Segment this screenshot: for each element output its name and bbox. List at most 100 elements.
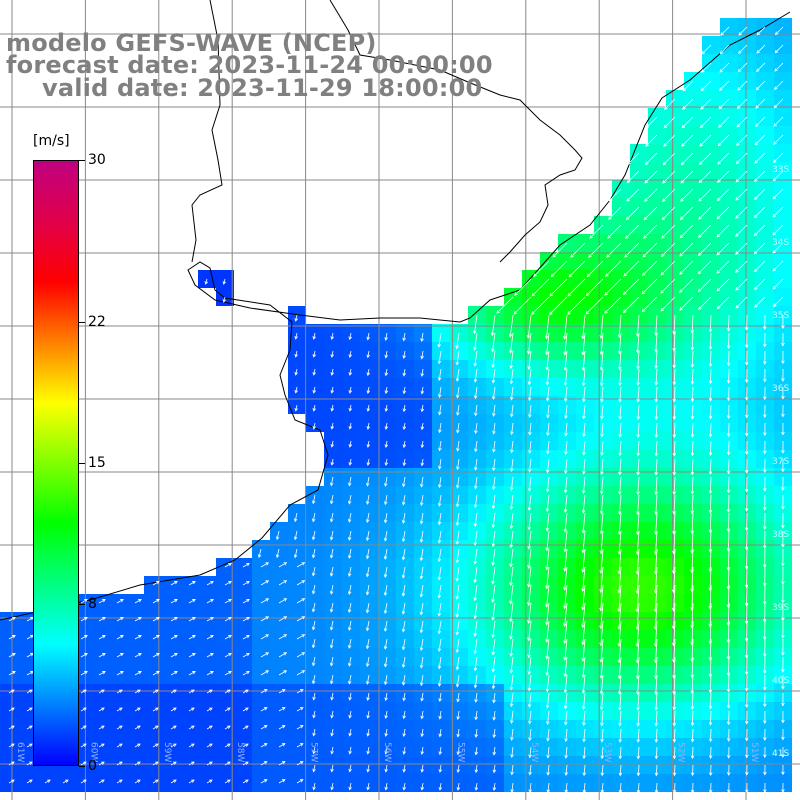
wind-arrowhead [589,234,594,239]
wind-arrow [224,725,231,730]
wind-arrowhead [563,605,567,610]
wind-arrowhead [564,432,568,437]
wind-arrow [456,566,460,581]
wind-arrow [681,116,694,129]
wind-arrowhead [120,599,124,603]
wind-arrowhead [510,754,514,759]
wind-arrowhead [402,390,407,395]
wind-arrow [583,422,586,437]
wind-arrowhead [383,574,388,578]
wind-arrow [278,670,287,676]
wind-arrow [673,548,676,574]
colorbar-tick-label: 0 [88,758,97,774]
wind-arrowhead [156,653,160,657]
wind-arrowhead [473,597,477,602]
wind-arrow [636,548,640,574]
wind-arrowhead [690,722,695,727]
wind-arrow [511,782,514,793]
wind-arrow [403,746,406,755]
wind-arrowhead [617,589,621,594]
wind-arrow [529,422,532,435]
wind-arrow [457,746,460,755]
wind-arrow [349,764,352,772]
wind-arrow [205,278,208,285]
wind-arrowhead [756,50,760,54]
wind-arrowhead [329,500,334,505]
wind-arrow [718,98,730,110]
wind-arrowhead [527,546,531,550]
wind-arrow [701,80,712,91]
wind-arrowhead [330,407,335,412]
wind-arrowhead [366,715,370,719]
wind-arrowhead [83,689,87,693]
wind-arrow [278,634,287,640]
wind-arrowhead [528,789,532,794]
wind-arrowhead [781,413,785,418]
wind-arrowhead [155,707,159,711]
wind-arrow [637,746,640,759]
wind-arrow [582,350,586,371]
colorbar-tick-label: 15 [88,455,106,471]
wind-arrowhead [781,450,785,454]
wind-arrow [474,476,478,489]
wind-arrow [736,134,748,146]
wind-arrow [691,476,694,494]
wind-arrow [349,782,352,790]
wind-arrow [366,476,370,486]
wind-arrow [720,26,730,36]
wind-arrow [736,116,748,128]
wind-arrowhead [173,707,177,711]
wind-arrow [716,224,730,238]
wind-arrowhead [312,336,316,340]
wind-arrow [528,548,532,569]
wind-arrowhead [599,351,604,356]
wind-arrowhead [83,761,87,765]
wind-arrow [349,404,352,412]
wind-arrowhead [209,761,213,765]
wind-arrow [439,764,442,773]
wind-arrowhead [726,721,731,726]
wind-arrowhead [191,707,195,711]
wind-arrowhead [419,682,424,687]
wind-arrow [260,725,268,730]
wind-arrowhead [509,365,513,370]
wind-arrowhead [474,734,478,738]
wind-arrowhead [401,556,406,561]
wind-arrow [80,689,87,694]
wind-arrowhead [617,691,622,695]
wind-arrowhead [174,653,178,657]
wind-arrow [296,761,304,766]
wind-arrowhead [491,616,495,621]
wind-arrow [618,332,622,354]
wind-arrowhead [456,698,460,703]
wind-arrow [643,224,658,239]
wind-arrow [546,602,550,625]
wind-arrow [601,440,604,456]
wind-arrow [224,617,232,622]
wind-arrow [421,332,424,342]
wind-arrowhead [246,671,250,675]
wind-arrowhead [738,32,742,36]
wind-arrow [655,404,658,420]
wind-arrowhead [618,755,623,760]
wind-arrow [662,170,676,184]
wind-arrow [367,746,370,754]
wind-arrow [701,62,712,73]
wind-arrow [403,386,406,394]
wind-arrow [735,296,748,309]
wind-arrow [601,458,604,475]
wind-arrowhead [718,124,722,128]
wind-arrowhead [347,573,352,578]
wind-arrow [618,602,622,630]
wind-arrow [701,44,712,55]
wind-arrowhead [599,690,604,695]
wind-arrow [116,635,124,640]
wind-arrowhead [617,334,622,339]
wind-arrow [601,710,604,726]
wind-arrowhead [348,768,352,773]
wind-arrow [366,602,370,613]
wind-arrowhead [690,706,695,711]
wind-arrowhead [311,554,316,559]
wind-arrow [349,692,352,701]
wind-arrowhead [366,732,370,737]
